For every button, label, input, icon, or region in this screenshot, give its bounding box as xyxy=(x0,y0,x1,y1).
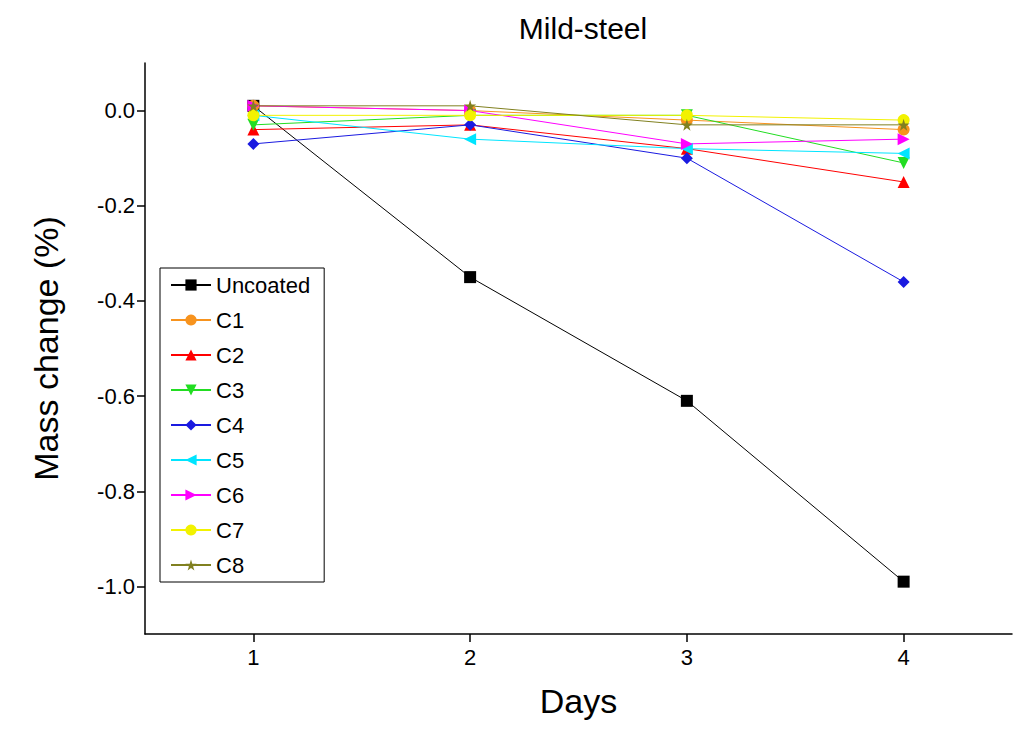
svg-text:-0.2: -0.2 xyxy=(97,193,135,218)
svg-text:2: 2 xyxy=(464,645,476,670)
svg-text:C4: C4 xyxy=(216,413,244,438)
svg-text:Mild-steel: Mild-steel xyxy=(519,12,647,45)
svg-text:C1: C1 xyxy=(216,308,244,333)
svg-text:0.0: 0.0 xyxy=(104,98,135,123)
svg-text:C6: C6 xyxy=(216,483,244,508)
svg-text:-1.0: -1.0 xyxy=(97,574,135,599)
svg-text:1: 1 xyxy=(247,645,259,670)
svg-text:Days: Days xyxy=(540,682,617,720)
svg-text:C3: C3 xyxy=(216,378,244,403)
svg-text:C8: C8 xyxy=(216,553,244,578)
svg-text:-0.4: -0.4 xyxy=(97,288,135,313)
svg-text:3: 3 xyxy=(681,645,693,670)
svg-text:C2: C2 xyxy=(216,343,244,368)
svg-text:Mass change (%): Mass change (%) xyxy=(27,216,65,481)
svg-text:4: 4 xyxy=(898,645,910,670)
svg-text:-0.8: -0.8 xyxy=(97,479,135,504)
svg-text:Uncoated: Uncoated xyxy=(216,273,310,298)
svg-text:C7: C7 xyxy=(216,518,244,543)
svg-text:-0.6: -0.6 xyxy=(97,384,135,409)
svg-text:C5: C5 xyxy=(216,448,244,473)
